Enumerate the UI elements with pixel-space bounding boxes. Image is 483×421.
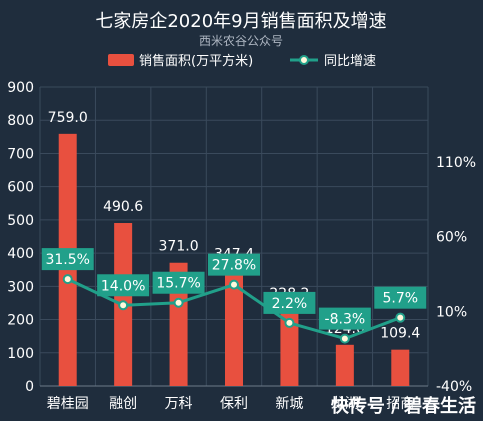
y-right-tick-label: 10% — [436, 304, 467, 320]
grid-lines — [39, 86, 429, 387]
y-left-tick-label: 400 — [7, 246, 34, 262]
growth-badge — [152, 271, 205, 294]
line-point — [284, 317, 295, 328]
y-right-tick-label: 60% — [436, 230, 467, 246]
y-left-tick-label: 0 — [25, 379, 34, 395]
line-series — [62, 274, 406, 344]
bar-value-label: 759.0 — [48, 110, 88, 126]
bar-value-label: 371.0 — [159, 239, 199, 255]
y-axis-left: 0 100 200 300 400 500 600 700 800 900 — [7, 80, 34, 395]
y-right-tick-label: 110% — [436, 155, 476, 171]
watermark: 快传号 / 碧春生活 — [331, 395, 476, 417]
line-point — [62, 274, 73, 285]
growth-badge — [97, 274, 150, 297]
growth-badge-label: -8.3% — [325, 312, 366, 328]
x-category-label: 招商 — [386, 396, 414, 412]
legend-line-label: 同比增速 — [324, 54, 376, 69]
y-left-tick-label: 300 — [7, 279, 34, 295]
x-category-label: 龙湖 — [331, 396, 359, 412]
x-category-label: 万科 — [165, 396, 193, 412]
bar — [225, 270, 243, 386]
chart-title: 七家房企2020年9月销售面积及增速 — [95, 11, 386, 32]
y-left-tick-label: 700 — [7, 146, 34, 162]
bar-value-label: 109.4 — [380, 326, 420, 342]
line-point — [118, 300, 129, 311]
growth-badge — [208, 253, 260, 276]
bar — [280, 310, 299, 386]
bar-value-label: 490.6 — [103, 199, 143, 215]
x-category-label: 融创 — [109, 396, 137, 412]
growth-badge-label: 15.7% — [156, 276, 200, 292]
y-left-tick-label: 200 — [7, 313, 34, 329]
legend[interactable]: 销售面积(万平方米) 同比增速 — [108, 53, 376, 69]
growth-badge-label: 5.7% — [382, 291, 418, 307]
growth-badge — [263, 291, 316, 314]
growth-badge-label: 2.2% — [272, 296, 308, 312]
legend-bar-label: 销售面积(万平方米) — [139, 53, 253, 69]
y-left-tick-label: 900 — [7, 80, 34, 96]
y-right-tick-label: -40% — [436, 379, 472, 395]
legend-line-marker — [299, 55, 309, 65]
chart-subtitle: 西米农谷公众号 — [199, 34, 283, 48]
x-category-label: 碧桂园 — [47, 396, 89, 412]
x-axis: 碧桂园 融创 万科 保利 新城 龙湖 招商 — [47, 396, 415, 412]
growth-badge-label: 14.0% — [101, 278, 145, 294]
growth-badge-label: 31.5% — [45, 252, 89, 268]
line-point — [173, 297, 184, 308]
line-point — [339, 333, 350, 344]
line-point — [395, 312, 406, 323]
y-left-tick-label: 100 — [7, 346, 34, 362]
line-point — [229, 279, 239, 290]
bar — [335, 344, 354, 386]
growth-badge — [318, 307, 371, 330]
line-value-labels: 31.5% 14.0% 15.7% 27.8% 2.2% -8.3% 5.7% — [41, 248, 427, 330]
x-category-label: 保利 — [220, 396, 248, 412]
growth-badge-label: 27.8% — [212, 258, 256, 274]
legend-bar-swatch — [108, 54, 134, 66]
bar — [391, 349, 410, 386]
x-category-label: 新城 — [275, 396, 303, 412]
y-left-tick-label: 600 — [7, 180, 34, 196]
y-left-tick-label: 800 — [7, 113, 34, 129]
y-axis-right: -40% 10% 60% 110% — [436, 155, 476, 395]
growth-badge — [374, 286, 427, 309]
y-left-tick-label: 500 — [7, 213, 34, 229]
growth-badge — [41, 248, 94, 271]
